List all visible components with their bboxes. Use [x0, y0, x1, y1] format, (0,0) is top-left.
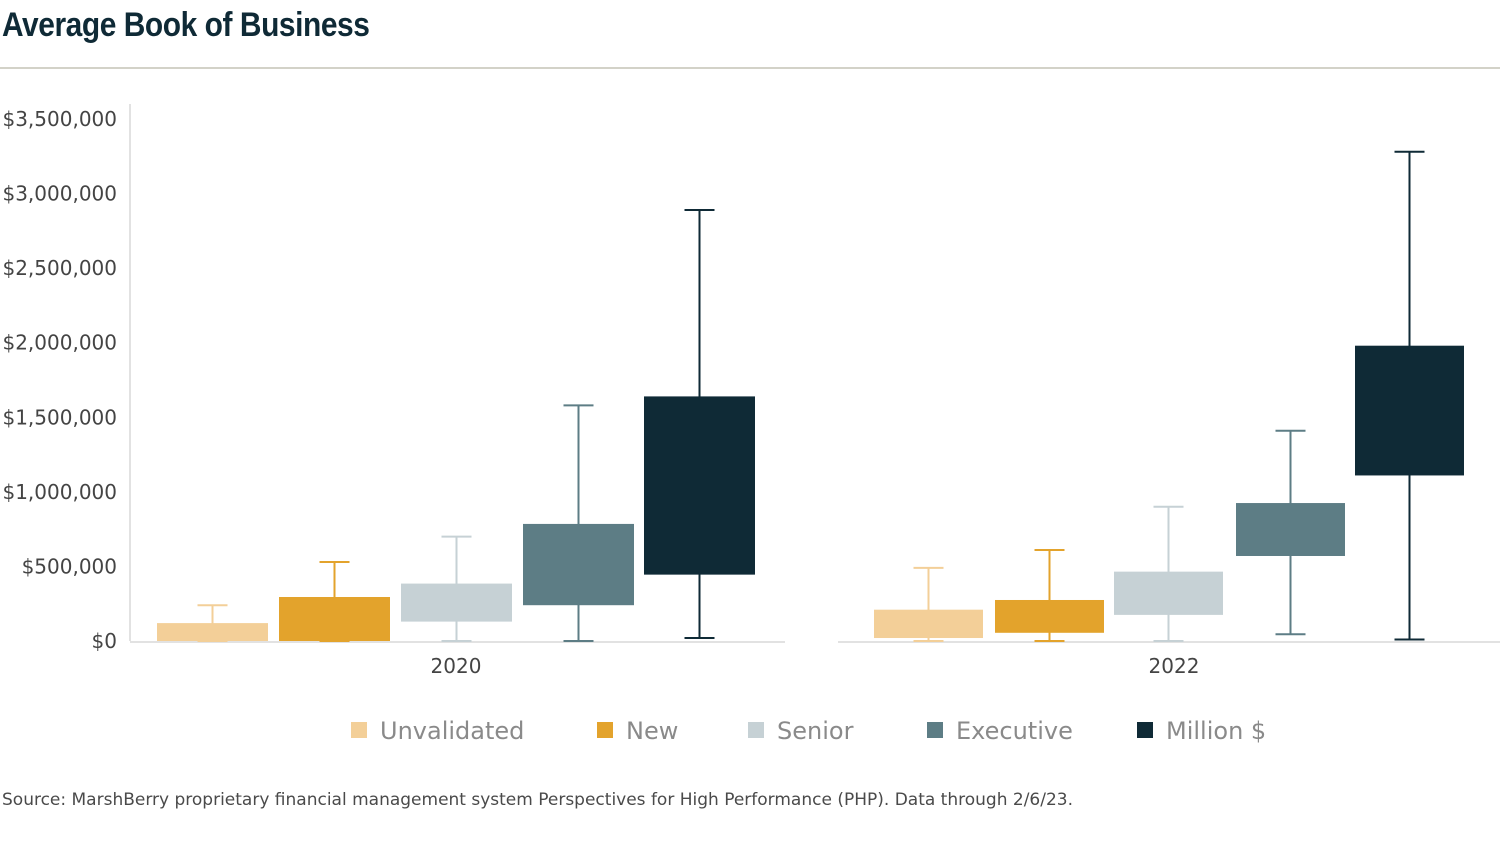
- legend-swatch: [1137, 722, 1153, 738]
- y-tick-label: $3,500,000: [2, 107, 117, 131]
- legend-label: Senior: [777, 717, 854, 745]
- boxplot-chart: $0 $500,000 $1,000,000 $1,500,000 $2,000,000…: [2, 104, 1500, 745]
- box-new: [995, 599, 1104, 633]
- legend-swatch: [927, 722, 943, 738]
- chart-title: Average Book of Business: [2, 6, 370, 44]
- legend-label: Unvalidated: [380, 717, 524, 745]
- box-executive: [1236, 503, 1345, 556]
- y-tick-label: $1,000,000: [2, 480, 117, 504]
- box-unvalidated: [157, 623, 268, 641]
- box-new: [279, 597, 390, 641]
- legend-label: Million $: [1166, 717, 1266, 745]
- box-unvalidated: [874, 609, 983, 639]
- legend-label: New: [626, 717, 678, 745]
- y-tick-label: $2,500,000: [2, 256, 117, 280]
- box-million: [644, 396, 755, 575]
- y-tick-label: $1,500,000: [2, 405, 117, 429]
- box-senior: [401, 583, 512, 622]
- legend-swatch: [748, 722, 764, 738]
- legend-swatch: [351, 722, 367, 738]
- y-tick-label: $0: [92, 629, 117, 653]
- x-tick-label: 2020: [431, 654, 482, 678]
- legend-label: Executive: [956, 717, 1073, 745]
- source-note: Source: MarshBerry proprietary financial…: [2, 790, 1074, 810]
- y-tick-label: $3,000,000: [2, 182, 117, 206]
- legend-swatch: [597, 722, 613, 738]
- box-million: [1355, 345, 1464, 476]
- y-tick-label: $500,000: [22, 554, 117, 578]
- box-executive: [523, 523, 634, 606]
- y-tick-label: $2,000,000: [2, 331, 117, 355]
- box-senior: [1114, 571, 1223, 615]
- x-tick-label: 2022: [1149, 654, 1200, 678]
- title-divider: [0, 67, 1500, 69]
